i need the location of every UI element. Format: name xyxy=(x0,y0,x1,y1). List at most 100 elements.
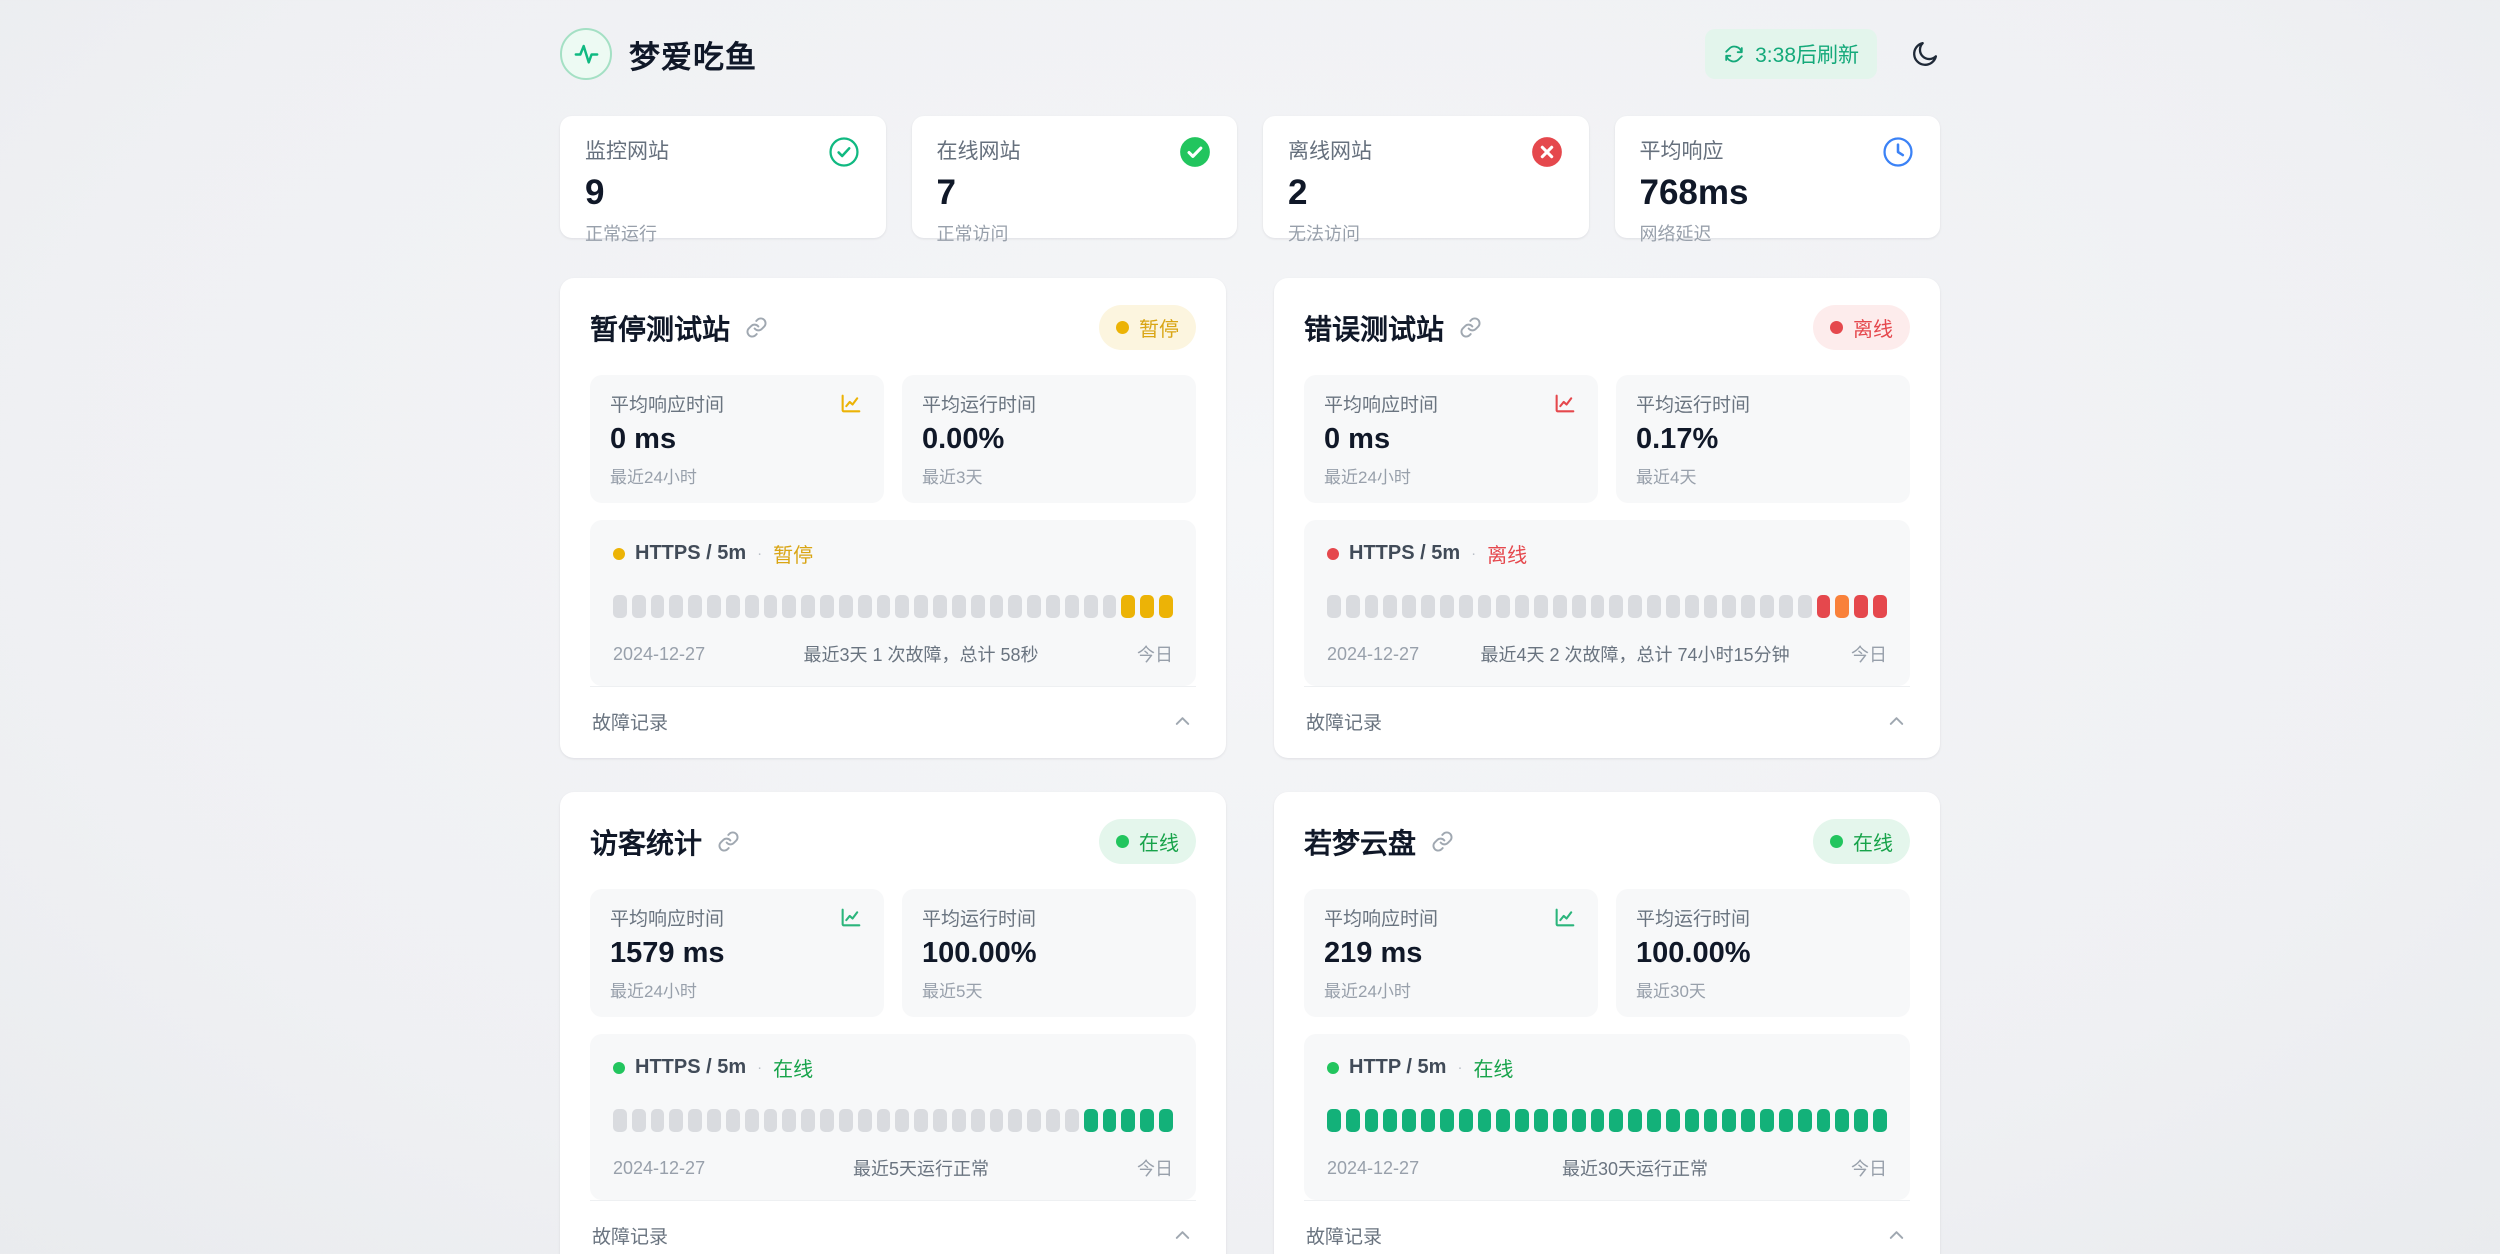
response-time-value: 219 ms xyxy=(1324,937,1423,969)
response-chart-button[interactable] xyxy=(1553,905,1578,930)
timeline-block-empty xyxy=(876,1109,891,1132)
incident-records-toggle[interactable]: 故障记录 xyxy=(1304,686,1910,758)
timeline-start-date: 2024-12-27 xyxy=(613,643,706,664)
status-badge: 在线 xyxy=(1813,819,1910,864)
clock-icon xyxy=(1881,135,1915,174)
stat-card: 监控网站 9 正常运行 xyxy=(560,116,886,244)
protocol-separator: · xyxy=(757,1059,763,1076)
monitor-link-button[interactable] xyxy=(1459,316,1482,339)
timeline-end-label: 今日 xyxy=(1850,1159,1887,1179)
timeline-block-empty xyxy=(876,595,891,618)
stat-label: 在线网站 xyxy=(936,140,1021,163)
response-time-label: 平均响应时间 xyxy=(610,909,725,930)
timeline-block-empty xyxy=(1760,595,1774,618)
page-title: 梦爱吃鱼 xyxy=(629,39,757,75)
protocol-label: HTTPS / 5m xyxy=(635,1056,747,1078)
refresh-countdown-badge[interactable]: 3:38后刷新 xyxy=(1705,29,1877,79)
timeline-start-date: 2024-12-27 xyxy=(1327,643,1420,664)
monitor-card: 暂停测试站 暂停 平均响应时间 0 ms 最近24小时 xyxy=(560,278,1226,758)
timeline-block-empty xyxy=(707,595,721,618)
monitor-title: 暂停测试站 xyxy=(590,313,731,345)
uptime-box: 平均运行时间 0.00% 最近3天 xyxy=(902,375,1196,503)
timeline-block-up xyxy=(1327,1109,1341,1132)
line-chart-icon xyxy=(841,908,861,927)
uptime-period: 最近3天 xyxy=(922,468,983,487)
timeline-block-up xyxy=(1083,1109,1098,1132)
protocol-status-dot-icon xyxy=(1327,1061,1339,1074)
timeline-block-up xyxy=(1159,1109,1173,1132)
timeline-block-empty xyxy=(669,595,684,618)
incident-records-label: 故障记录 xyxy=(1306,713,1383,734)
stats-grid: 监控网站 9 正常运行 在线网站 7 正常访问 离线网站 2 无法访问 平均响应… xyxy=(560,116,1940,244)
protocol-status-dot-icon xyxy=(613,1061,625,1074)
monitor-card: 错误测试站 离线 平均响应时间 0 ms 最近24小时 xyxy=(1274,278,1940,758)
timeline-block-empty xyxy=(1327,595,1341,618)
incident-records-toggle[interactable]: 故障记录 xyxy=(1304,1200,1910,1254)
incident-records-toggle[interactable]: 故障记录 xyxy=(590,1200,1196,1254)
timeline-block-up xyxy=(1873,1109,1887,1132)
timeline-block-empty xyxy=(1364,595,1379,618)
response-chart-button[interactable] xyxy=(1553,391,1578,416)
dark-mode-toggle[interactable] xyxy=(1909,39,1940,70)
uptime-detail-box: HTTPS / 5m · 暂停 2024-12-27 最近3天 1 次故障，总计… xyxy=(590,520,1196,686)
check-circle-outline-icon xyxy=(827,135,861,174)
timeline-start-date: 2024-12-27 xyxy=(613,1157,706,1178)
timeline-block-empty xyxy=(1027,1109,1042,1132)
stat-value: 2 xyxy=(1288,173,1308,212)
timeline-block-empty xyxy=(1722,595,1737,618)
timeline-block-empty xyxy=(1008,595,1023,618)
timeline-block-empty xyxy=(688,1109,703,1132)
monitor-link-button[interactable] xyxy=(717,830,740,853)
response-time-box: 平均响应时间 1579 ms 最近24小时 xyxy=(590,889,884,1017)
check-circle-solid-icon xyxy=(1178,135,1212,174)
timeline-block-up xyxy=(1345,1109,1360,1132)
protocol-status-dot-icon xyxy=(613,547,625,560)
uptime-box: 平均运行时间 0.17% 最近4天 xyxy=(1616,375,1910,503)
timeline-block-empty xyxy=(1083,595,1098,618)
response-chart-button[interactable] xyxy=(839,905,864,930)
refresh-countdown-label: 3:38后刷新 xyxy=(1755,44,1859,67)
response-time-label: 平均响应时间 xyxy=(1324,909,1439,930)
timeline-block-empty xyxy=(820,595,834,618)
refresh-icon xyxy=(1725,45,1743,63)
uptime-detail-box: HTTP / 5m · 在线 2024-12-27 最近30天运行正常 今日 xyxy=(1304,1034,1910,1200)
timeline-block-up xyxy=(1816,1109,1831,1132)
timeline-block-empty xyxy=(1046,595,1060,618)
timeline-block-empty xyxy=(725,1109,740,1132)
monitor-link-button[interactable] xyxy=(1431,830,1454,853)
timeline-end-label: 今日 xyxy=(1137,645,1173,665)
response-time-value: 1579 ms xyxy=(610,937,725,969)
timeline-block-up xyxy=(1835,1109,1850,1132)
response-time-box: 平均响应时间 0 ms 最近24小时 xyxy=(590,375,884,503)
response-chart-button[interactable] xyxy=(839,391,864,416)
link-icon xyxy=(746,317,767,338)
response-time-period: 最近24小时 xyxy=(610,468,697,487)
stat-subtitle: 网络延迟 xyxy=(1639,223,1712,244)
timeline-block-empty xyxy=(801,1109,816,1132)
timeline-block-up xyxy=(1458,1109,1473,1132)
timeline-block-empty xyxy=(631,1109,646,1132)
timeline-summary: 最近3天 1 次故障，总计 58秒 xyxy=(803,645,1039,665)
timeline-block-up xyxy=(1778,1109,1793,1132)
timeline-block-empty xyxy=(895,595,910,618)
timeline-block-empty xyxy=(744,1109,759,1132)
timeline-block-paused xyxy=(1140,595,1155,618)
monitor-link-button[interactable] xyxy=(745,316,768,339)
timeline-block-empty xyxy=(650,1109,665,1132)
timeline-block-empty xyxy=(1797,595,1812,618)
timeline-end-label: 今日 xyxy=(1851,645,1887,665)
protocol-status-label: 暂停 xyxy=(773,545,814,567)
timeline-start-date: 2024-12-27 xyxy=(1327,1157,1420,1178)
timeline-block-up xyxy=(1364,1109,1379,1132)
incident-records-toggle[interactable]: 故障记录 xyxy=(590,686,1196,758)
timeline-block-empty xyxy=(1064,1109,1079,1132)
timeline-block-empty xyxy=(801,595,816,618)
response-time-period: 最近24小时 xyxy=(1324,982,1411,1001)
uptime-label: 平均运行时间 xyxy=(1636,395,1751,416)
timeline-block-up xyxy=(1760,1109,1774,1132)
status-label: 在线 xyxy=(1853,833,1893,855)
x-circle-solid-icon xyxy=(1530,135,1564,174)
protocol-status-dot-icon xyxy=(1327,547,1339,560)
timeline-block-up xyxy=(1496,1109,1511,1132)
incident-records-label: 故障记录 xyxy=(1306,1227,1383,1248)
